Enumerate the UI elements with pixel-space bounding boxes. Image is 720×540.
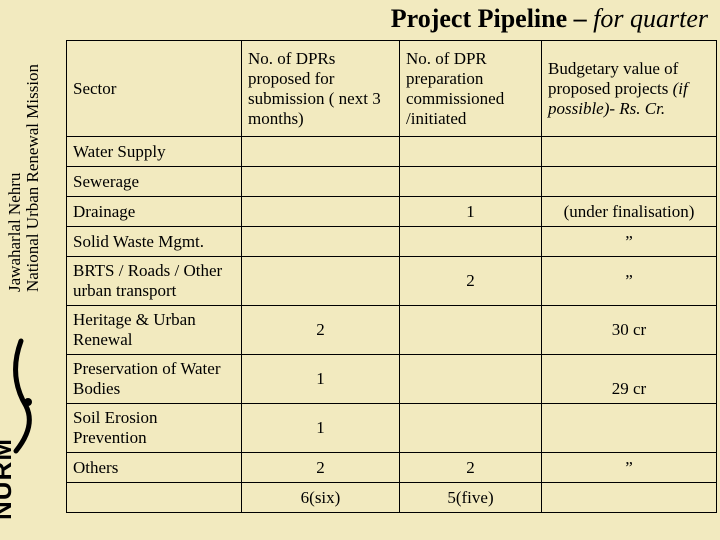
footer-c1: 6(six) xyxy=(242,483,400,513)
sidebar-line2: National Urban Renewal Mission xyxy=(24,64,42,292)
cell-c3 xyxy=(542,137,717,167)
footer-c2: 5(five) xyxy=(400,483,542,513)
cell-sector: Sewerage xyxy=(67,167,242,197)
cell-c2 xyxy=(400,306,542,355)
sidebar: Jawaharlal Nehru National Urban Renewal … xyxy=(0,32,64,532)
cell-sector: Water Supply xyxy=(67,137,242,167)
cell-c1 xyxy=(242,227,400,257)
cell-c3: ” xyxy=(542,227,717,257)
cell-sector: Heritage & Urban Renewal xyxy=(67,306,242,355)
cell-c3: ” xyxy=(542,257,717,306)
cell-sector: Preservation of Water Bodies xyxy=(67,355,242,404)
cell-c2 xyxy=(400,355,542,404)
table-row: Others 2 2 ” xyxy=(67,453,717,483)
cell-c1 xyxy=(242,137,400,167)
cell-sector: BRTS / Roads / Other urban transport xyxy=(67,257,242,306)
table-body: Water Supply Sewerage Drainage 1 (under … xyxy=(67,137,717,513)
cell-c2: 2 xyxy=(400,257,542,306)
cell-c2: 1 xyxy=(400,197,542,227)
cell-c3: (under finalisation) xyxy=(542,197,717,227)
cell-sector: Solid Waste Mgmt. xyxy=(67,227,242,257)
cell-c1 xyxy=(242,197,400,227)
cell-c2 xyxy=(400,404,542,453)
table-row: Preservation of Water Bodies 1 29 cr xyxy=(67,355,717,404)
table-row: BRTS / Roads / Other urban transport 2 ” xyxy=(67,257,717,306)
title-plain: Project Pipeline – xyxy=(391,4,593,33)
table-row: Sewerage xyxy=(67,167,717,197)
header-dpr-commissioned: No. of DPR preparation commissioned /ini… xyxy=(400,41,542,137)
cell-c1: 2 xyxy=(242,306,400,355)
cell-c1: 1 xyxy=(242,355,400,404)
footer-c3 xyxy=(542,483,717,513)
table-row: Soil Erosion Prevention 1 xyxy=(67,404,717,453)
table-footer-row: 6(six) 5(five) xyxy=(67,483,717,513)
sidebar-line1: Jawaharlal Nehru xyxy=(6,64,24,292)
cell-c2 xyxy=(400,137,542,167)
cell-c1: 2 xyxy=(242,453,400,483)
cell-c3 xyxy=(542,404,717,453)
pipeline-table: Sector No. of DPRs proposed for submissi… xyxy=(66,40,717,513)
cell-c2 xyxy=(400,227,542,257)
cell-c1 xyxy=(242,257,400,306)
title-italic: for quarter xyxy=(593,4,708,33)
cell-c1: 1 xyxy=(242,404,400,453)
cell-c1 xyxy=(242,167,400,197)
cell-c2: 2 xyxy=(400,453,542,483)
table-row: Heritage & Urban Renewal 2 30 cr xyxy=(67,306,717,355)
cell-sector: Others xyxy=(67,453,242,483)
nurm-logo: NURM xyxy=(4,324,60,524)
sidebar-text: Jawaharlal Nehru National Urban Renewal … xyxy=(6,64,42,292)
logo-text: NURM xyxy=(0,438,18,520)
footer-c0 xyxy=(67,483,242,513)
cell-c3: 29 cr xyxy=(542,355,717,404)
cell-c3 xyxy=(542,167,717,197)
cell-c2 xyxy=(400,167,542,197)
table-header-row: Sector No. of DPRs proposed for submissi… xyxy=(67,41,717,137)
table-row: Solid Waste Mgmt. ” xyxy=(67,227,717,257)
cell-sector: Soil Erosion Prevention xyxy=(67,404,242,453)
header-sector: Sector xyxy=(67,41,242,137)
table-row: Drainage 1 (under finalisation) xyxy=(67,197,717,227)
cell-c3: ” xyxy=(542,453,717,483)
table-row: Water Supply xyxy=(67,137,717,167)
slide-title: Project Pipeline – for quarter xyxy=(391,4,708,34)
cell-c3: 30 cr xyxy=(542,306,717,355)
header-budgetary-value: Budgetary value of proposed projects (if… xyxy=(542,41,717,137)
header-dprs-proposed: No. of DPRs proposed for submission ( ne… xyxy=(242,41,400,137)
pipeline-table-container: Sector No. of DPRs proposed for submissi… xyxy=(66,40,716,513)
cell-sector: Drainage xyxy=(67,197,242,227)
